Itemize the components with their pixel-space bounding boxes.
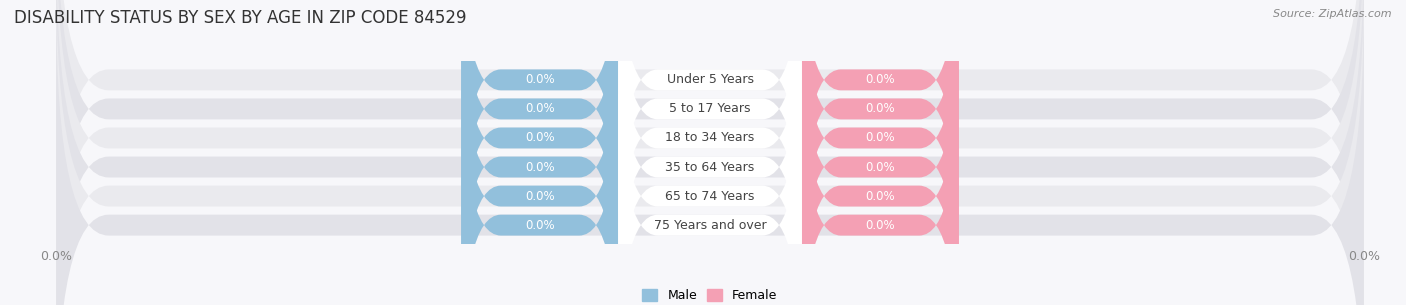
FancyBboxPatch shape [619,0,801,273]
FancyBboxPatch shape [619,0,801,244]
FancyBboxPatch shape [801,3,959,305]
FancyBboxPatch shape [461,0,619,244]
FancyBboxPatch shape [56,3,1364,305]
FancyBboxPatch shape [56,0,1364,302]
FancyBboxPatch shape [801,0,959,273]
Text: 0.0%: 0.0% [526,190,555,203]
FancyBboxPatch shape [619,32,801,305]
Text: 0.0%: 0.0% [865,160,894,174]
FancyBboxPatch shape [619,61,801,305]
FancyBboxPatch shape [56,0,1364,305]
FancyBboxPatch shape [619,3,801,305]
Text: 0.0%: 0.0% [526,219,555,231]
Text: 0.0%: 0.0% [865,74,894,86]
FancyBboxPatch shape [56,0,1364,305]
Text: 0.0%: 0.0% [526,160,555,174]
Text: 0.0%: 0.0% [526,131,555,145]
FancyBboxPatch shape [461,61,619,305]
FancyBboxPatch shape [461,32,619,305]
Text: 5 to 17 Years: 5 to 17 Years [669,102,751,115]
Text: Source: ZipAtlas.com: Source: ZipAtlas.com [1274,9,1392,19]
Text: 35 to 64 Years: 35 to 64 Years [665,160,755,174]
FancyBboxPatch shape [461,3,619,305]
Text: 0.0%: 0.0% [865,219,894,231]
FancyBboxPatch shape [801,0,959,302]
Text: 0.0%: 0.0% [865,102,894,115]
FancyBboxPatch shape [619,0,801,302]
Text: 0.0%: 0.0% [526,74,555,86]
Text: DISABILITY STATUS BY SEX BY AGE IN ZIP CODE 84529: DISABILITY STATUS BY SEX BY AGE IN ZIP C… [14,9,467,27]
FancyBboxPatch shape [461,0,619,273]
Text: 75 Years and over: 75 Years and over [654,219,766,231]
FancyBboxPatch shape [56,0,1364,305]
Legend: Male, Female: Male, Female [637,284,783,305]
FancyBboxPatch shape [461,0,619,302]
FancyBboxPatch shape [801,0,959,244]
Text: 0.0%: 0.0% [865,190,894,203]
Text: Under 5 Years: Under 5 Years [666,74,754,86]
Text: 18 to 34 Years: 18 to 34 Years [665,131,755,145]
FancyBboxPatch shape [56,0,1364,305]
FancyBboxPatch shape [801,61,959,305]
Text: 0.0%: 0.0% [865,131,894,145]
Text: 0.0%: 0.0% [526,102,555,115]
FancyBboxPatch shape [801,32,959,305]
Text: 65 to 74 Years: 65 to 74 Years [665,190,755,203]
